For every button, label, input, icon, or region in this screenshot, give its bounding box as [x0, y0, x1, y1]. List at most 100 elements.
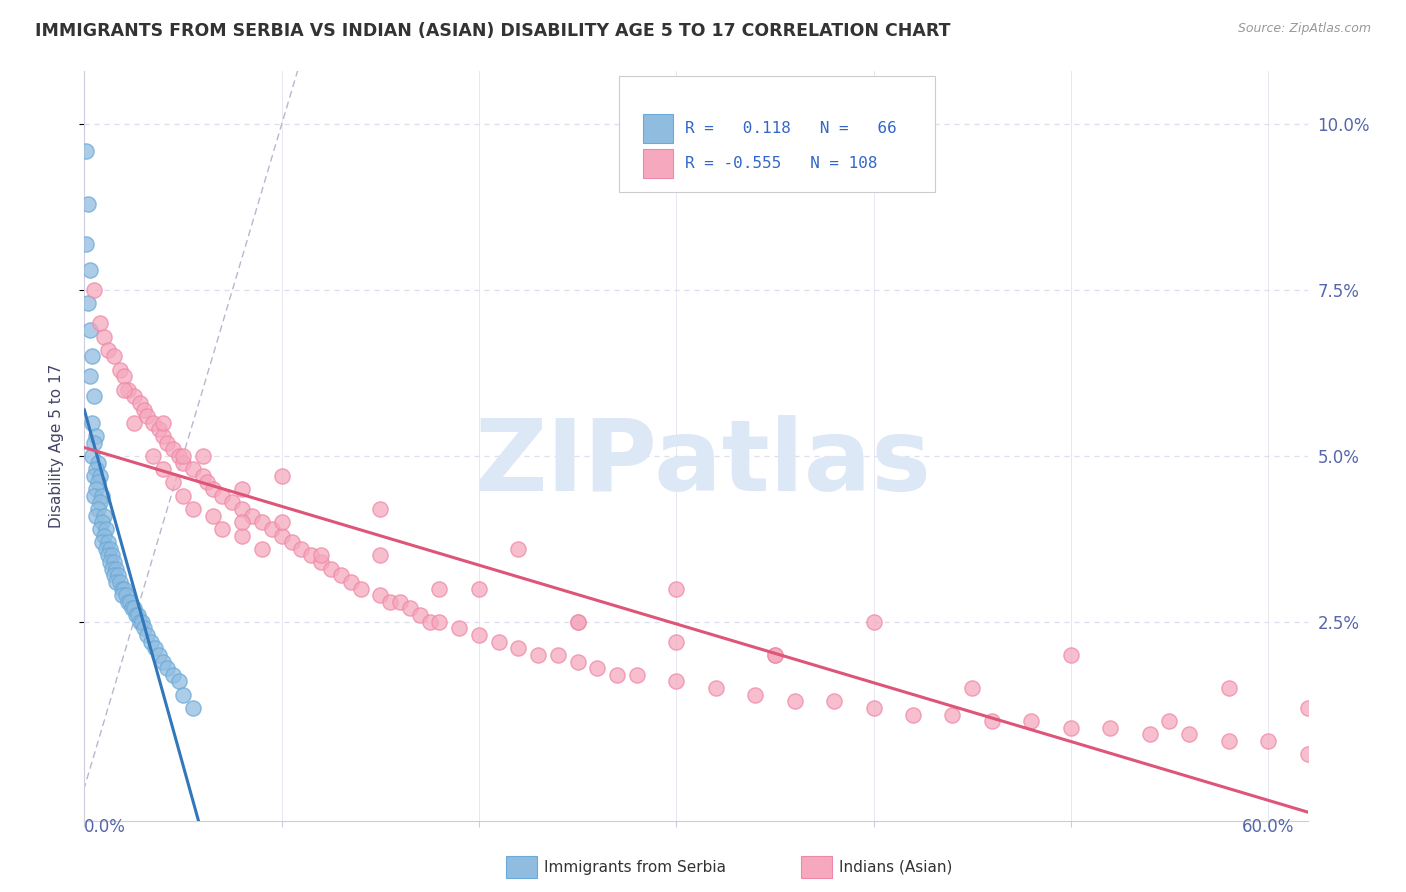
- Point: [117, 383, 139, 397]
- Point: [152, 429, 174, 443]
- Point: [567, 615, 589, 629]
- Point: [527, 648, 550, 662]
- Point: [82, 416, 104, 430]
- Point: [112, 383, 135, 397]
- Point: [181, 462, 204, 476]
- Point: [211, 489, 233, 503]
- Point: [112, 369, 135, 384]
- Point: [162, 442, 184, 457]
- Text: Source: ZipAtlas.com: Source: ZipAtlas.com: [1237, 22, 1371, 36]
- Point: [104, 562, 127, 576]
- Point: [83, 489, 105, 503]
- Point: [75, 236, 97, 251]
- Point: [399, 601, 422, 615]
- Point: [380, 595, 402, 609]
- Point: [1060, 648, 1083, 662]
- Point: [823, 694, 845, 708]
- Point: [1257, 734, 1279, 748]
- Point: [309, 555, 332, 569]
- Point: [862, 701, 884, 715]
- Point: [172, 688, 194, 702]
- Point: [93, 329, 115, 343]
- Point: [132, 621, 155, 635]
- Point: [83, 435, 105, 450]
- Point: [231, 502, 253, 516]
- Point: [960, 681, 983, 695]
- Point: [488, 634, 510, 648]
- Point: [1139, 727, 1161, 741]
- Point: [1296, 701, 1319, 715]
- Point: [468, 582, 491, 596]
- Point: [93, 508, 115, 523]
- Point: [270, 468, 292, 483]
- Text: R = -0.555   N = 108: R = -0.555 N = 108: [685, 156, 877, 171]
- Point: [763, 648, 786, 662]
- Point: [704, 681, 727, 695]
- Point: [77, 296, 100, 310]
- Point: [626, 667, 648, 681]
- Point: [319, 562, 342, 576]
- Text: Indians (Asian): Indians (Asian): [839, 860, 953, 874]
- Point: [1099, 721, 1122, 735]
- Point: [152, 416, 174, 430]
- Point: [586, 661, 609, 675]
- Point: [101, 562, 124, 576]
- Point: [83, 468, 105, 483]
- Point: [148, 648, 170, 662]
- Point: [1159, 714, 1181, 728]
- Point: [1178, 727, 1201, 741]
- Point: [148, 422, 170, 436]
- Point: [744, 688, 766, 702]
- Point: [83, 389, 105, 403]
- Point: [201, 482, 224, 496]
- Point: [862, 615, 884, 629]
- Point: [231, 528, 253, 542]
- Point: [606, 667, 628, 681]
- Point: [240, 508, 263, 523]
- Text: ZIPatlas: ZIPatlas: [475, 416, 931, 512]
- Point: [101, 549, 124, 563]
- Point: [231, 482, 253, 496]
- Point: [83, 283, 105, 297]
- Point: [181, 502, 204, 516]
- Point: [349, 582, 371, 596]
- Point: [131, 615, 153, 629]
- Point: [89, 495, 111, 509]
- Point: [250, 541, 273, 556]
- Point: [195, 475, 218, 490]
- Point: [299, 549, 322, 563]
- Point: [117, 595, 139, 609]
- Point: [368, 549, 391, 563]
- Point: [419, 615, 441, 629]
- Point: [87, 502, 110, 516]
- Point: [122, 389, 145, 403]
- Point: [103, 350, 125, 364]
- Point: [270, 528, 292, 542]
- Point: [142, 449, 165, 463]
- Point: [84, 429, 107, 443]
- Point: [665, 634, 688, 648]
- Point: [77, 197, 100, 211]
- Point: [128, 615, 150, 629]
- Y-axis label: Disability Age 5 to 17: Disability Age 5 to 17: [49, 364, 63, 528]
- Point: [79, 369, 101, 384]
- Point: [107, 568, 129, 582]
- Point: [97, 549, 120, 563]
- Point: [94, 541, 117, 556]
- Point: [124, 608, 146, 623]
- Point: [389, 595, 412, 609]
- Point: [152, 655, 174, 669]
- Point: [172, 449, 194, 463]
- Point: [87, 475, 110, 490]
- Point: [162, 475, 184, 490]
- Text: IMMIGRANTS FROM SERBIA VS INDIAN (ASIAN) DISABILITY AGE 5 TO 17 CORRELATION CHAR: IMMIGRANTS FROM SERBIA VS INDIAN (ASIAN)…: [35, 22, 950, 40]
- Point: [108, 363, 131, 377]
- Point: [97, 535, 120, 549]
- Point: [156, 435, 179, 450]
- Point: [111, 588, 134, 602]
- Point: [665, 582, 688, 596]
- Text: Immigrants from Serbia: Immigrants from Serbia: [544, 860, 725, 874]
- Point: [368, 502, 391, 516]
- Point: [172, 456, 194, 470]
- Point: [162, 667, 184, 681]
